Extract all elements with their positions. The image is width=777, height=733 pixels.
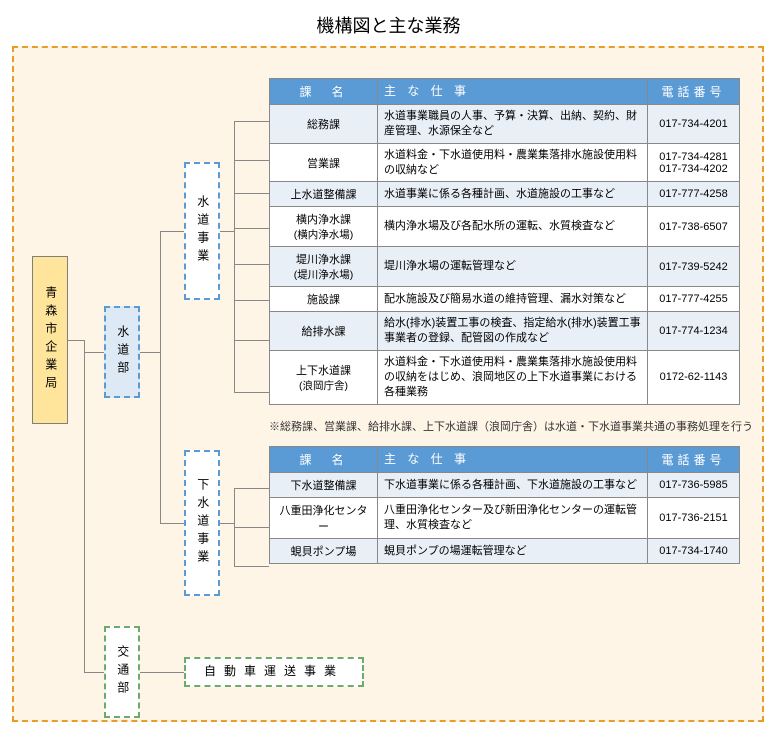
cell-dept: 上水道整備課 bbox=[270, 182, 378, 207]
org-root-label: 青森市企業局 bbox=[39, 286, 61, 394]
table-water-business: 課 名 主 な 仕 事 電話番号 総務課水道事業職員の人事、予算・決算、出納、契… bbox=[269, 78, 740, 405]
cell-dept: 八重田浄化センター bbox=[270, 498, 378, 539]
org-transport-dept-label: 交通部 bbox=[111, 645, 133, 699]
org-water-dept-label: 水道部 bbox=[111, 325, 133, 379]
cell-work: 堤川浄水場の運転管理など bbox=[378, 247, 648, 287]
table-row: 総務課水道事業職員の人事、予算・決算、出納、契約、財産管理、水源保全など017-… bbox=[270, 105, 740, 144]
table-row: 堤川浄水課(堤川浄水場)堤川浄水場の運転管理など017-739-5242 bbox=[270, 247, 740, 287]
org-sewer-biz: 下水道事業 bbox=[184, 450, 220, 596]
cell-phone: 0172-62-1143 bbox=[648, 351, 740, 405]
cell-work: 水道事業職員の人事、予算・決算、出納、契約、財産管理、水源保全など bbox=[378, 105, 648, 144]
cell-dept: 施設課 bbox=[270, 287, 378, 312]
table-row: 横内浄水課(横内浄水場)横内浄水場及び各配水所の運転、水質検査など017-738… bbox=[270, 207, 740, 247]
cell-phone: 017-777-4255 bbox=[648, 287, 740, 312]
table-row: 八重田浄化センター八重田浄化センター及び新田浄化センターの運転管理、水質検査など… bbox=[270, 498, 740, 539]
org-water-dept: 水道部 bbox=[104, 306, 140, 398]
cell-work: 水道事業に係る各種計画、水道施設の工事など bbox=[378, 182, 648, 207]
org-transport-biz: 自動車運送事業 bbox=[184, 657, 364, 687]
cell-phone: 017-736-2151 bbox=[648, 498, 740, 539]
table-row: 上下水道課(浪岡庁舎)水道料金・下水道使用料・農業集落排水施設使用料の収納をはじ… bbox=[270, 351, 740, 405]
cell-work: 八重田浄化センター及び新田浄化センターの運転管理、水質検査など bbox=[378, 498, 648, 539]
cell-phone: 017-734-4201 bbox=[648, 105, 740, 144]
org-transport-dept: 交通部 bbox=[104, 626, 140, 718]
cell-work: 給水(排水)装置工事の検査、指定給水(排水)装置工事事業者の登録、配管図の作成な… bbox=[378, 312, 648, 351]
cell-dept: 上下水道課(浪岡庁舎) bbox=[270, 351, 378, 405]
th-work: 主 な 仕 事 bbox=[378, 447, 648, 473]
cell-work: 下水道事業に係る各種計画、下水道施設の工事など bbox=[378, 473, 648, 498]
cell-phone: 017-734-1740 bbox=[648, 539, 740, 564]
cell-work: 蜆貝ポンプの場運転管理など bbox=[378, 539, 648, 564]
table-row: 営業課水道料金・下水道使用料・農業集落排水施設使用料の収納など017-734-4… bbox=[270, 143, 740, 182]
cell-phone: 017-777-4258 bbox=[648, 182, 740, 207]
cell-dept: 給排水課 bbox=[270, 312, 378, 351]
cell-work: 横内浄水場及び各配水所の運転、水質検査など bbox=[378, 207, 648, 247]
th-dept: 課 名 bbox=[270, 447, 378, 473]
org-sewer-biz-label: 下水道事業 bbox=[191, 478, 213, 568]
cell-phone: 017-739-5242 bbox=[648, 247, 740, 287]
org-transport-biz-label: 自動車運送事業 bbox=[204, 661, 344, 683]
cell-dept: 堤川浄水課(堤川浄水場) bbox=[270, 247, 378, 287]
org-chart-container: 課 名 主 な 仕 事 電話番号 総務課水道事業職員の人事、予算・決算、出納、契… bbox=[12, 46, 764, 722]
cell-phone: 017-738-6507 bbox=[648, 207, 740, 247]
org-water-biz-label: 水道事業 bbox=[191, 195, 213, 267]
table-note: ※総務課、営業課、給排水課、上下水道課（浪岡庁舎）は水道・下水道事業共通の事務処… bbox=[269, 418, 753, 434]
cell-phone: 017-736-5985 bbox=[648, 473, 740, 498]
cell-phone: 017-734-4281017-734-4202 bbox=[648, 143, 740, 182]
org-water-biz: 水道事業 bbox=[184, 162, 220, 300]
table-row: 上水道整備課水道事業に係る各種計画、水道施設の工事など017-777-4258 bbox=[270, 182, 740, 207]
th-phone: 電話番号 bbox=[648, 79, 740, 105]
cell-work: 水道料金・下水道使用料・農業集落排水施設使用料の収納をはじめ、浪岡地区の上下水道… bbox=[378, 351, 648, 405]
th-work: 主 な 仕 事 bbox=[378, 79, 648, 105]
table-sewer-business: 課 名 主 な 仕 事 電話番号 下水道整備課下水道事業に係る各種計画、下水道施… bbox=[269, 446, 740, 564]
cell-work: 配水施設及び簡易水道の維持管理、漏水対策など bbox=[378, 287, 648, 312]
table-row: 施設課配水施設及び簡易水道の維持管理、漏水対策など017-777-4255 bbox=[270, 287, 740, 312]
cell-dept: 総務課 bbox=[270, 105, 378, 144]
th-phone: 電話番号 bbox=[648, 447, 740, 473]
cell-dept: 蜆貝ポンプ場 bbox=[270, 539, 378, 564]
table-row: 給排水課給水(排水)装置工事の検査、指定給水(排水)装置工事事業者の登録、配管図… bbox=[270, 312, 740, 351]
cell-dept: 下水道整備課 bbox=[270, 473, 378, 498]
cell-phone: 017-774-1234 bbox=[648, 312, 740, 351]
table-row: 下水道整備課下水道事業に係る各種計画、下水道施設の工事など017-736-598… bbox=[270, 473, 740, 498]
cell-work: 水道料金・下水道使用料・農業集落排水施設使用料の収納など bbox=[378, 143, 648, 182]
cell-dept: 横内浄水課(横内浄水場) bbox=[270, 207, 378, 247]
table-row: 蜆貝ポンプ場蜆貝ポンプの場運転管理など017-734-1740 bbox=[270, 539, 740, 564]
page-title: 機構図と主な業務 bbox=[0, 0, 777, 48]
org-root: 青森市企業局 bbox=[32, 256, 68, 424]
cell-dept: 営業課 bbox=[270, 143, 378, 182]
th-dept: 課 名 bbox=[270, 79, 378, 105]
